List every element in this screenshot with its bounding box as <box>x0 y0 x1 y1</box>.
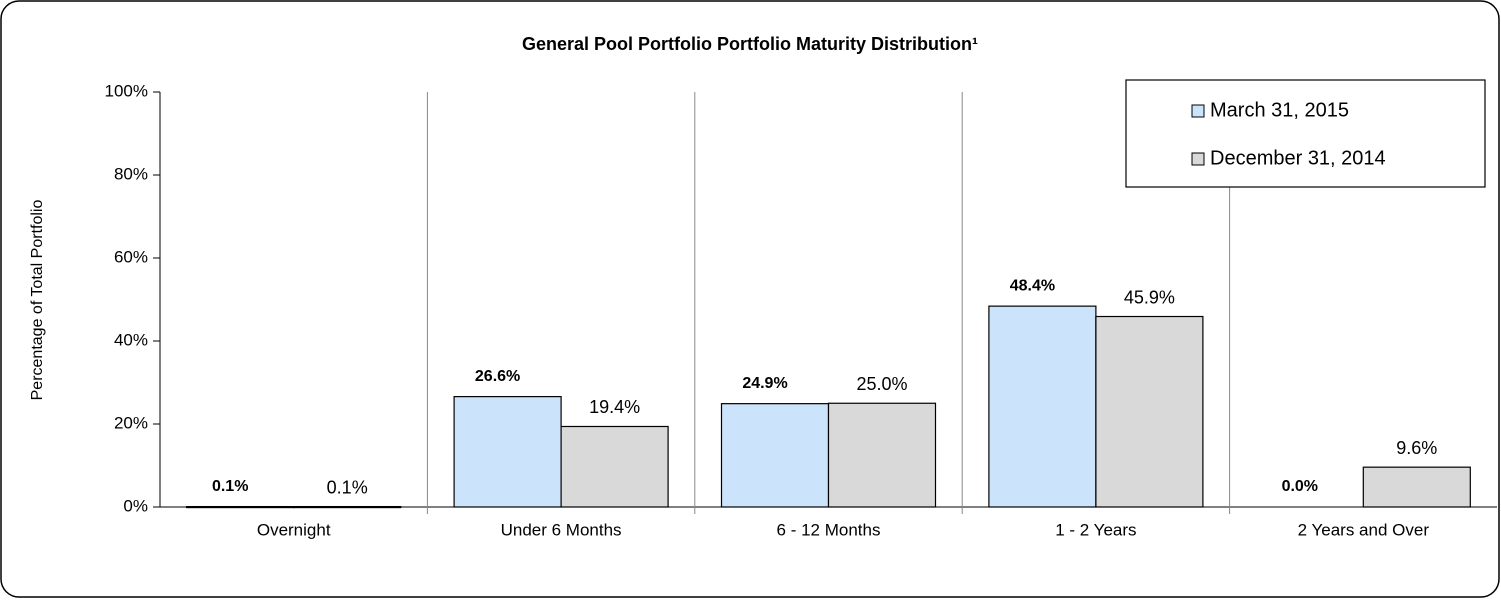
bar <box>1095 315 1204 508</box>
legend-label: March 31, 2015 <box>1210 99 1349 121</box>
legend-label: December 31, 2014 <box>1210 147 1386 169</box>
value-label: 24.9% <box>742 375 787 392</box>
bar <box>1362 466 1471 508</box>
value-label: 48.4% <box>1010 277 1055 294</box>
value-label: 9.6% <box>1396 438 1437 458</box>
y-tick-label: 100% <box>105 81 148 100</box>
value-label: 25.0% <box>856 374 907 394</box>
x-tick-label: Overnight <box>257 520 331 539</box>
value-label: 0.1% <box>212 478 248 495</box>
value-label: 45.9% <box>1124 287 1175 307</box>
x-tick-label: 2 Years and Over <box>1298 520 1430 539</box>
y-tick-label: 60% <box>114 247 148 266</box>
x-tick-label: Under 6 Months <box>501 520 622 539</box>
y-tick-label: 0% <box>123 496 148 515</box>
y-tick-label: 40% <box>114 330 148 349</box>
bar <box>453 396 562 508</box>
chart-title: General Pool Portfolio Portfolio Maturit… <box>522 34 978 54</box>
bar <box>293 505 402 509</box>
bar <box>186 505 295 509</box>
y-axis-label: Percentage of Total Portfolio <box>29 200 46 401</box>
bar <box>827 402 937 508</box>
legend-box <box>1125 79 1486 188</box>
bar <box>560 425 669 508</box>
value-label: 19.4% <box>589 397 640 417</box>
legend-swatch <box>1191 104 1205 118</box>
y-tick-label: 80% <box>114 164 148 183</box>
y-tick-label: 20% <box>114 413 148 432</box>
bar <box>720 403 830 508</box>
value-label: 26.6% <box>475 368 520 385</box>
x-tick-label: 1 - 2 Years <box>1055 520 1136 539</box>
bar <box>988 305 1097 508</box>
x-tick-label: 6 - 12 Months <box>777 520 881 539</box>
legend-swatch <box>1191 152 1205 166</box>
value-label: 0.0% <box>1282 478 1318 495</box>
value-label: 0.1% <box>327 477 368 497</box>
